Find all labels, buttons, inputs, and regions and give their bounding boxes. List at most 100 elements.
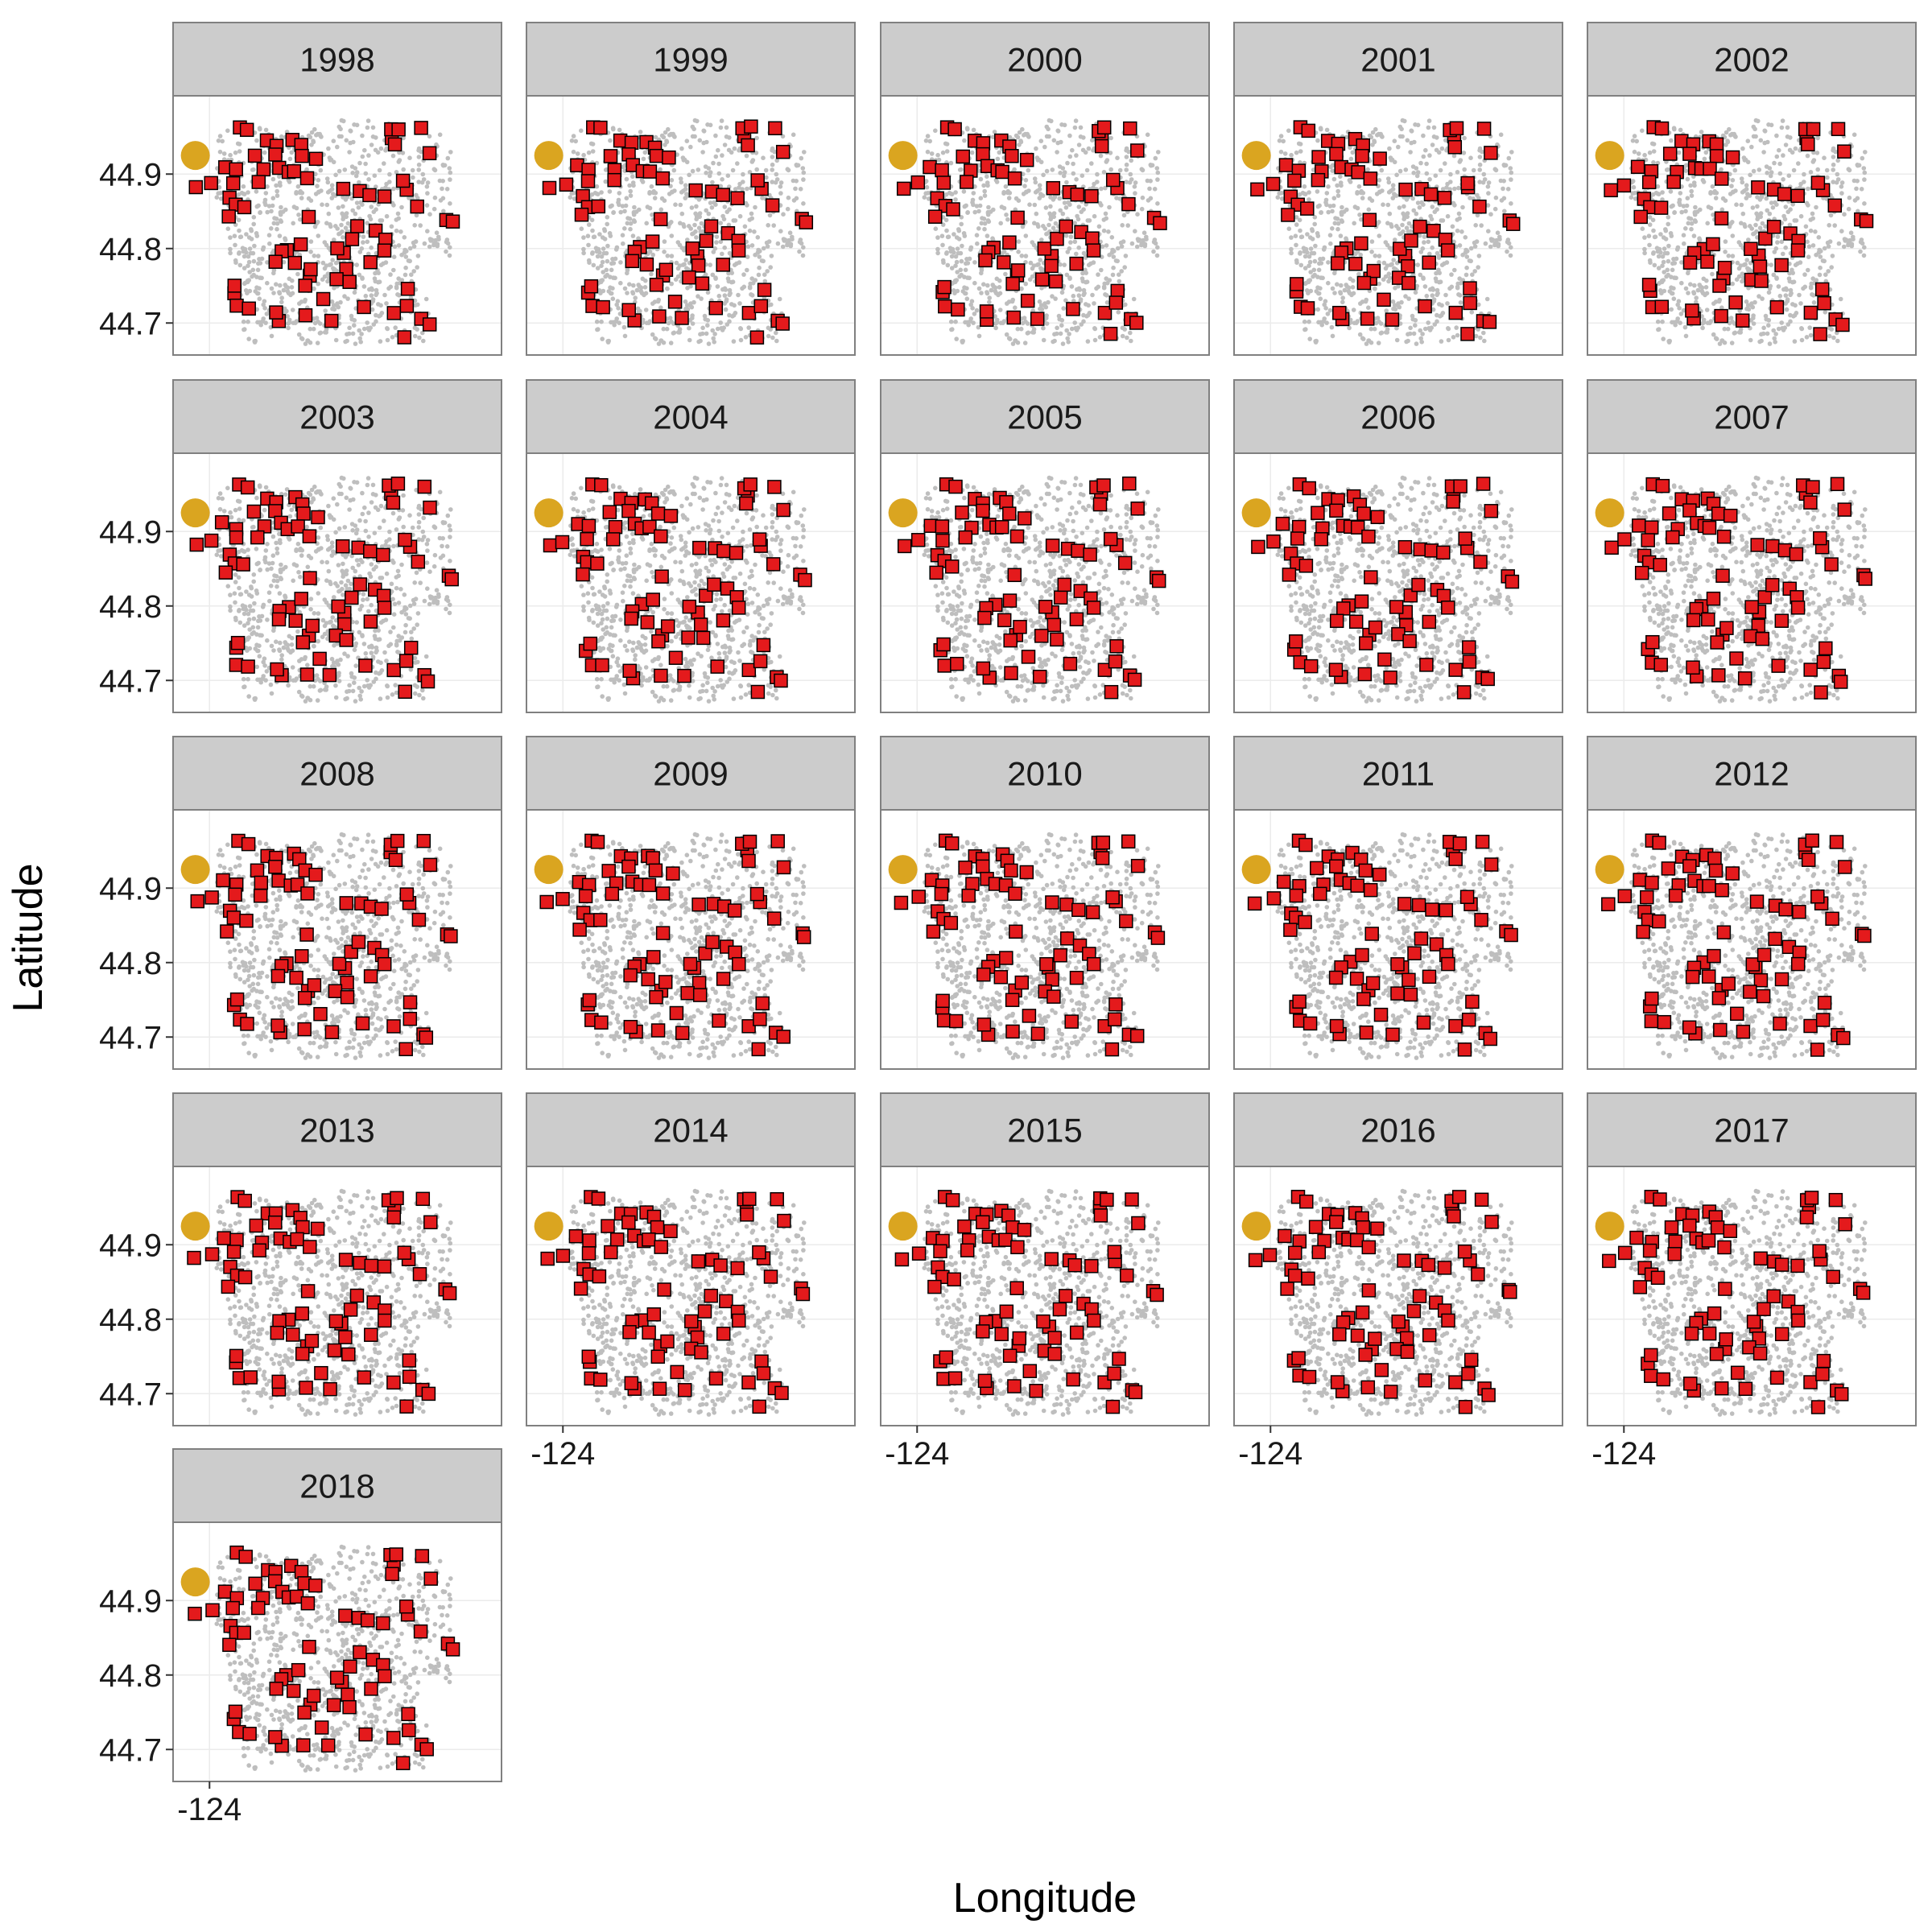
background-point (1073, 126, 1078, 130)
background-point (983, 221, 988, 226)
background-point (648, 319, 653, 324)
background-point (1765, 140, 1770, 145)
background-point (987, 300, 992, 305)
background-point (688, 145, 693, 150)
background-point (1740, 190, 1745, 195)
site-point (898, 182, 910, 195)
background-point (1785, 287, 1790, 292)
background-point (1459, 229, 1464, 234)
background-point (600, 336, 605, 341)
background-point (1793, 339, 1798, 344)
background-point (1014, 134, 1019, 138)
background-point (448, 246, 452, 250)
background-point (711, 336, 716, 341)
background-point (1405, 225, 1410, 230)
background-point (605, 251, 609, 256)
background-point (1785, 126, 1790, 130)
background-point (596, 327, 601, 332)
site-point (1753, 260, 1766, 273)
background-point (786, 168, 791, 173)
background-point (1278, 138, 1282, 143)
background-point (801, 166, 806, 171)
background-point (1500, 198, 1505, 203)
background-point (1407, 221, 1412, 226)
site-point (976, 148, 989, 161)
background-point (1312, 222, 1317, 227)
background-point (683, 299, 688, 304)
background-point (240, 191, 245, 196)
background-point (1077, 142, 1082, 147)
background-point (1418, 336, 1423, 341)
background-point (382, 293, 387, 298)
background-point (1447, 338, 1451, 343)
background-point (792, 198, 797, 203)
background-point (1658, 288, 1663, 293)
background-point (569, 191, 574, 196)
background-point (1141, 168, 1146, 173)
background-point (1023, 341, 1028, 345)
background-point (1118, 168, 1123, 173)
site-point (1352, 166, 1364, 179)
background-point (599, 320, 604, 324)
background-point (364, 294, 369, 299)
site-point (582, 175, 595, 188)
background-point (252, 215, 257, 220)
background-point (1370, 142, 1375, 147)
background-point (681, 262, 686, 267)
background-point (1384, 308, 1389, 313)
background-point (1057, 196, 1062, 201)
background-point (326, 147, 331, 151)
background-point (628, 227, 633, 232)
background-point (1437, 302, 1442, 307)
background-point (291, 308, 295, 312)
background-point (1806, 268, 1810, 273)
background-point (1484, 242, 1488, 246)
background-point (1482, 172, 1487, 177)
background-point (665, 287, 670, 291)
background-point (625, 271, 630, 276)
background-point (1422, 234, 1427, 239)
site-point (364, 256, 377, 269)
background-point (1087, 147, 1092, 151)
background-point (1762, 129, 1767, 134)
background-point (1013, 305, 1018, 310)
background-point (953, 197, 958, 202)
site-point (776, 317, 789, 330)
background-point (1396, 303, 1401, 308)
background-point (1479, 223, 1484, 228)
background-point (1356, 319, 1360, 324)
background-point (663, 142, 667, 147)
background-point (1839, 297, 1843, 302)
background-point (247, 260, 252, 265)
background-point (1406, 339, 1410, 344)
background-point (964, 268, 968, 273)
site-point (1088, 244, 1100, 257)
background-point (364, 171, 369, 176)
site-point (1427, 225, 1440, 237)
site-point (594, 122, 607, 134)
background-point (1041, 173, 1046, 178)
background-point (609, 291, 613, 296)
background-point (659, 208, 664, 213)
site-point (1703, 163, 1716, 175)
site-point (402, 283, 415, 295)
background-point (369, 293, 374, 298)
background-point (1339, 233, 1344, 238)
background-point (1294, 222, 1299, 227)
background-point (956, 246, 960, 251)
background-point (1492, 242, 1497, 246)
site-point (1422, 256, 1435, 269)
background-point (1133, 191, 1137, 196)
background-point (254, 231, 259, 236)
background-point (1440, 147, 1445, 151)
background-point (288, 157, 293, 162)
background-point (621, 233, 625, 237)
background-point (1859, 240, 1864, 245)
background-point (323, 266, 328, 271)
background-point (407, 258, 411, 263)
background-point (1793, 218, 1798, 223)
background-point (722, 246, 727, 250)
background-point (1439, 279, 1443, 284)
background-point (1303, 254, 1308, 259)
